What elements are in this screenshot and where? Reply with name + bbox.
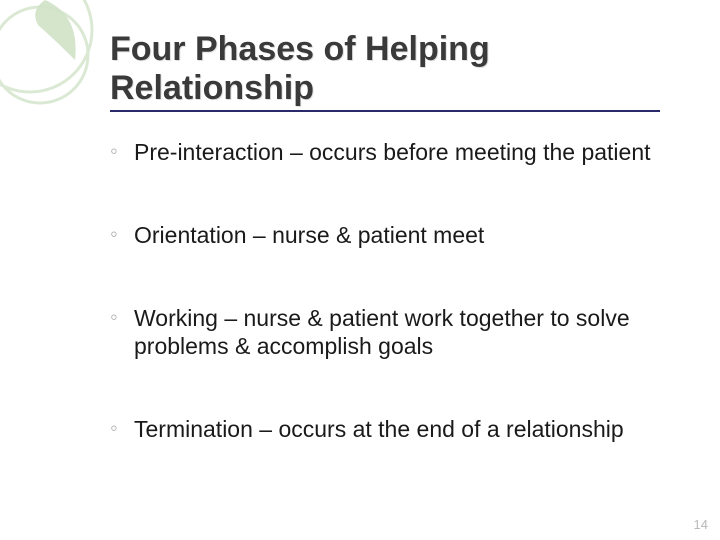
list-item: Working – nurse & patient work together … bbox=[110, 304, 660, 360]
page-number: 14 bbox=[694, 517, 708, 532]
list-item-text: Working – nurse & patient work together … bbox=[134, 305, 630, 359]
list-item-text: Orientation – nurse & patient meet bbox=[134, 222, 484, 248]
bullet-list: Pre-interaction – occurs before meeting … bbox=[110, 138, 660, 443]
slide-title: Four Phases of Helping Relationship bbox=[110, 30, 660, 112]
list-item-text: Pre-interaction – occurs before meeting … bbox=[134, 139, 651, 165]
list-item: Pre-interaction – occurs before meeting … bbox=[110, 138, 660, 166]
slide: Four Phases of Helping Relationship Pre-… bbox=[0, 0, 720, 540]
list-item-text: Termination – occurs at the end of a rel… bbox=[134, 416, 624, 442]
list-item: Orientation – nurse & patient meet bbox=[110, 221, 660, 249]
list-item: Termination – occurs at the end of a rel… bbox=[110, 415, 660, 443]
